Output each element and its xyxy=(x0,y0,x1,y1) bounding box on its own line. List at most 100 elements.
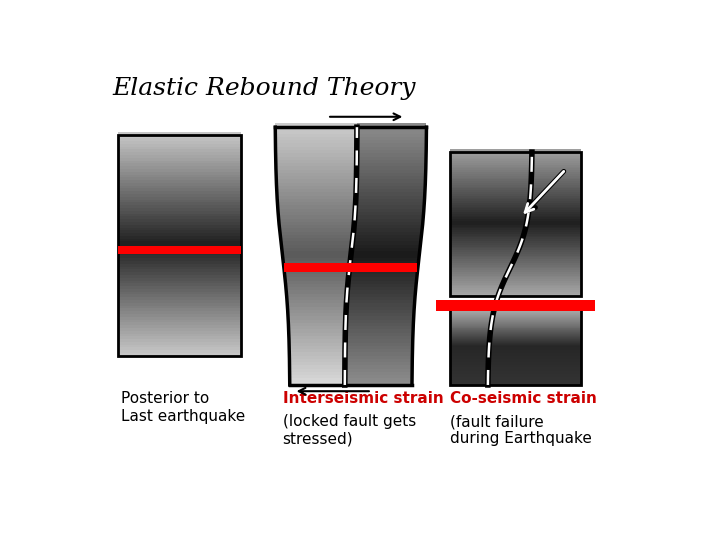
Bar xyxy=(351,251,420,254)
Bar xyxy=(450,182,581,185)
Bar xyxy=(450,211,581,214)
Bar xyxy=(450,356,581,357)
Bar xyxy=(450,349,581,351)
Bar xyxy=(118,138,240,141)
Bar xyxy=(450,177,581,179)
Bar xyxy=(289,355,345,359)
Bar xyxy=(118,268,240,272)
Bar xyxy=(349,264,418,267)
Bar xyxy=(346,332,413,336)
Text: Elastic Rebound Theory: Elastic Rebound Theory xyxy=(112,77,416,100)
Bar xyxy=(450,353,581,355)
Bar xyxy=(450,380,581,382)
Bar xyxy=(450,375,581,377)
Bar xyxy=(450,361,581,362)
Bar xyxy=(450,226,581,228)
Bar xyxy=(118,299,240,303)
Bar xyxy=(450,197,581,199)
Bar xyxy=(118,249,240,253)
Bar xyxy=(450,345,581,347)
Bar xyxy=(118,218,240,222)
Bar xyxy=(450,215,581,218)
Bar xyxy=(347,293,415,297)
Bar xyxy=(450,369,581,372)
Bar xyxy=(450,171,581,174)
Bar xyxy=(357,126,426,131)
Bar xyxy=(118,168,240,172)
Bar xyxy=(284,267,349,271)
Bar xyxy=(352,244,420,248)
Bar xyxy=(282,247,351,251)
Bar xyxy=(289,329,346,333)
Bar xyxy=(450,230,581,232)
Bar xyxy=(450,359,581,361)
Bar xyxy=(346,322,413,326)
Bar xyxy=(118,193,240,197)
Bar xyxy=(118,227,240,231)
Bar xyxy=(118,179,240,183)
Bar xyxy=(450,267,581,270)
Bar xyxy=(288,309,346,313)
Bar xyxy=(118,182,240,186)
Bar xyxy=(355,214,423,219)
Bar xyxy=(289,364,345,369)
Bar xyxy=(450,338,581,339)
Bar xyxy=(450,155,581,158)
Bar xyxy=(348,276,416,281)
Bar xyxy=(284,264,349,267)
Bar xyxy=(450,374,581,376)
Bar xyxy=(450,321,581,322)
Bar xyxy=(284,270,348,274)
Bar xyxy=(450,366,581,367)
Bar xyxy=(346,306,414,310)
Bar xyxy=(289,381,345,385)
Bar xyxy=(118,224,240,227)
Bar xyxy=(450,382,581,384)
Bar xyxy=(118,308,240,311)
Bar xyxy=(289,352,345,356)
Bar xyxy=(287,299,346,303)
Bar xyxy=(450,322,581,323)
Bar xyxy=(276,169,356,173)
Bar xyxy=(345,339,413,342)
Bar xyxy=(118,134,240,138)
Bar xyxy=(450,253,581,255)
Bar xyxy=(118,282,240,286)
Bar xyxy=(450,358,581,360)
Bar xyxy=(450,269,581,272)
Bar xyxy=(289,335,345,339)
Bar xyxy=(345,377,412,382)
Bar xyxy=(450,202,581,205)
Bar xyxy=(450,190,581,192)
Bar xyxy=(118,185,240,188)
Bar xyxy=(450,217,581,219)
Bar xyxy=(450,242,581,245)
Bar xyxy=(450,383,581,385)
Bar xyxy=(289,361,345,366)
Bar xyxy=(450,336,581,338)
Bar xyxy=(356,188,425,192)
Bar xyxy=(450,233,581,235)
Bar xyxy=(356,159,426,163)
Bar xyxy=(450,219,581,221)
Bar xyxy=(450,346,581,348)
Text: Co-seismic strain: Co-seismic strain xyxy=(450,391,597,406)
Bar xyxy=(450,191,581,194)
Bar xyxy=(450,275,581,278)
Bar xyxy=(450,328,581,329)
Text: Posterior to
Last earthquake: Posterior to Last earthquake xyxy=(121,391,245,423)
Bar xyxy=(450,179,581,181)
Bar xyxy=(346,309,414,313)
Bar xyxy=(118,339,240,342)
Bar xyxy=(357,133,426,137)
Bar xyxy=(450,372,581,373)
Bar xyxy=(450,160,581,163)
Bar xyxy=(450,279,581,281)
Bar xyxy=(356,201,424,206)
Bar xyxy=(450,308,581,310)
Bar xyxy=(450,381,581,383)
Bar xyxy=(356,156,426,160)
Bar xyxy=(450,330,581,333)
Bar xyxy=(118,213,240,217)
Bar xyxy=(450,351,581,353)
